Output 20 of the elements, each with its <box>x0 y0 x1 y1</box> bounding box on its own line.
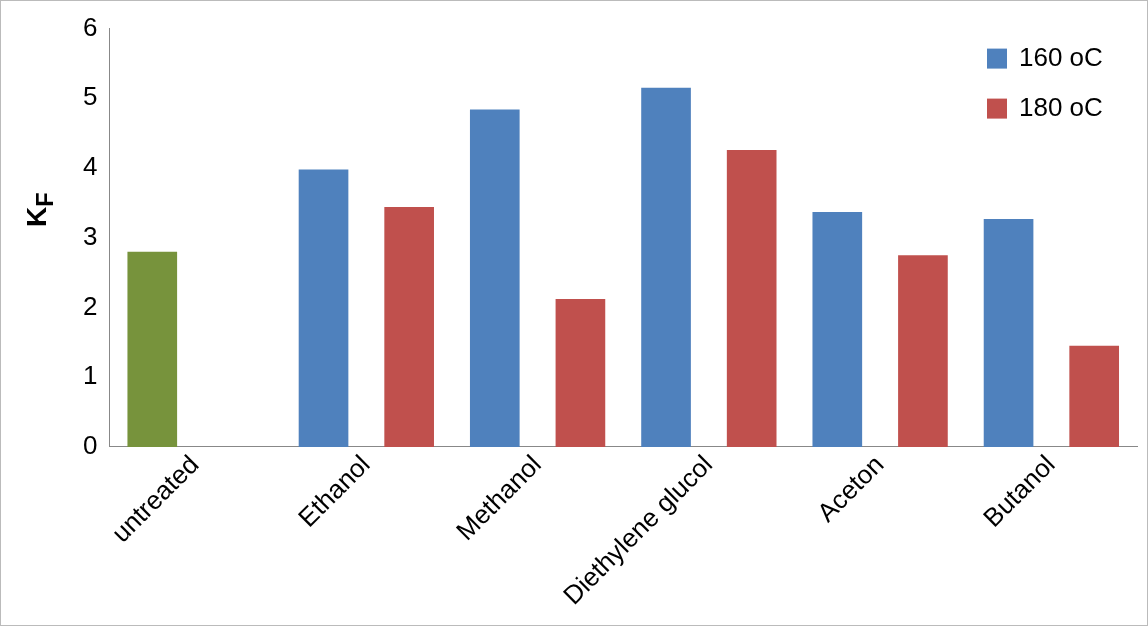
bar <box>726 149 777 447</box>
bar <box>298 169 349 447</box>
y-tick-label: 3 <box>82 220 98 251</box>
y-tick-label: 5 <box>82 81 98 112</box>
y-tick-label: 1 <box>82 360 98 391</box>
legend-label: 160 oC <box>1019 41 1103 72</box>
bar <box>127 251 178 447</box>
y-tick-label: 6 <box>82 11 98 42</box>
y-tick-label: 2 <box>82 290 98 321</box>
bar <box>812 211 863 447</box>
bar <box>469 109 520 447</box>
bar <box>1069 345 1120 447</box>
bar <box>555 299 606 447</box>
bar <box>983 218 1034 447</box>
y-tick-label: 0 <box>82 430 98 461</box>
bar <box>641 87 691 447</box>
bar <box>384 207 434 447</box>
y-tick-label: 4 <box>82 151 98 182</box>
bar <box>898 255 948 447</box>
legend-label: 180 oC <box>1019 91 1103 122</box>
